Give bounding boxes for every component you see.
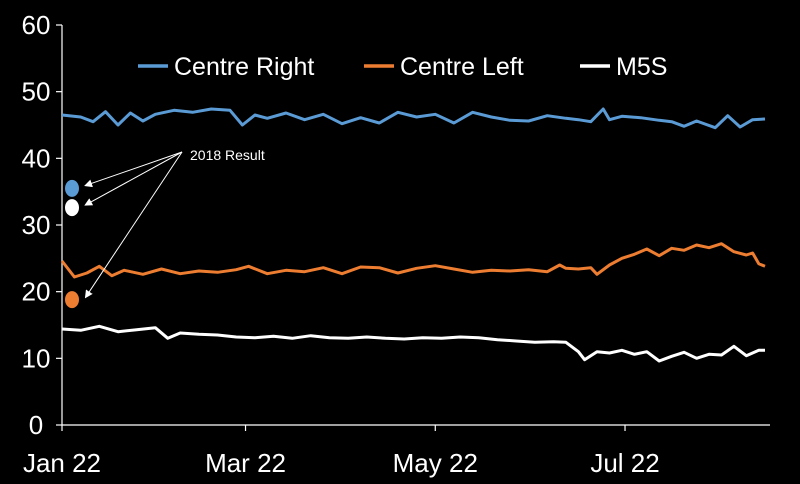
- y-tick-label: 0: [29, 410, 43, 440]
- y-tick-label: 30: [22, 210, 51, 240]
- result-2018-point: [65, 291, 79, 309]
- series-line-m5s: [61, 324, 765, 363]
- y-tick-label: 40: [22, 143, 51, 173]
- annotation-2018-result: 2018 Result: [65, 147, 265, 309]
- legend-label: Centre Left: [400, 53, 524, 81]
- result-2018-point: [65, 199, 79, 217]
- series-line-centre-right: [61, 107, 766, 130]
- series-line-centre-left: [60, 242, 766, 279]
- annotation-label: 2018 Result: [190, 147, 265, 163]
- annotation-arrow: [84, 151, 183, 188]
- series-group: [60, 107, 766, 363]
- legend-label: Centre Right: [174, 53, 314, 81]
- y-tick-label: 10: [22, 343, 51, 373]
- x-tick-label: Jan 22: [23, 448, 101, 478]
- result-2018-point: [65, 179, 79, 197]
- legend: Centre Right Centre Left M5S: [138, 53, 667, 81]
- x-tick-label: May 22: [393, 448, 478, 478]
- annotation-arrow: [84, 151, 183, 299]
- y-tick-label: 50: [22, 77, 51, 107]
- y-ticks: 0 10 20 30 40 50 60: [22, 10, 62, 440]
- x-tick-label: Mar 22: [205, 448, 286, 478]
- annotation-arrow: [84, 151, 183, 206]
- y-tick-label: 60: [22, 10, 51, 40]
- legend-label: M5S: [616, 53, 667, 81]
- x-ticks: Jan 22 Mar 22 May 22 Jul 22: [23, 425, 660, 478]
- y-tick-label: 20: [22, 277, 51, 307]
- x-tick-label: Jul 22: [590, 448, 659, 478]
